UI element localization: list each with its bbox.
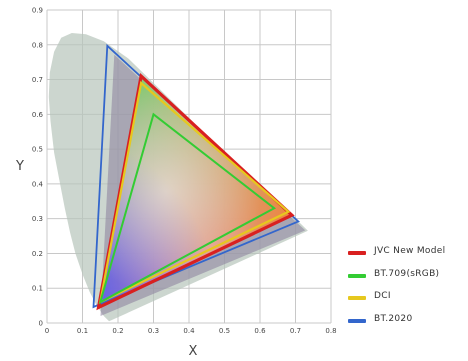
legend-label: BT.709(sRGB) xyxy=(374,268,440,279)
x-tick-label: 0.6 xyxy=(254,327,266,335)
x-tick-label: 0.8 xyxy=(325,327,336,335)
x-tick-label: 0.3 xyxy=(148,327,159,335)
y-tick-label: 0.3 xyxy=(32,215,43,223)
legend-item-bt2020: BT.2020 xyxy=(348,313,466,336)
legend-item-bt709: BT.709(sRGB) xyxy=(348,268,466,291)
y-tick-label: 0.8 xyxy=(32,41,43,49)
legend-label: JVC New Model xyxy=(374,246,446,256)
y-tick-label: 0.7 xyxy=(32,76,43,84)
legend-swatch xyxy=(348,273,366,278)
x-tick-label: 0.2 xyxy=(112,327,123,335)
x-axis-label: X xyxy=(189,344,198,359)
y-tick-label: 0.1 xyxy=(32,285,43,293)
x-ticks: 0 0.1 0.2 0.3 0.4 0.5 0.6 0.7 0.8 xyxy=(45,327,337,335)
legend-swatch xyxy=(348,251,366,255)
legend-item-dci: DCI xyxy=(348,290,466,313)
y-tick-label: 0.6 xyxy=(32,111,44,119)
gamut-dci xyxy=(98,80,291,305)
gamut-triangles xyxy=(92,43,300,311)
y-tick-label: 0.4 xyxy=(32,180,44,188)
x-tick-label: 0.4 xyxy=(183,327,195,335)
legend-swatch xyxy=(348,318,366,323)
legend-swatch xyxy=(348,296,366,300)
gamut-bt-709-srgb- xyxy=(98,112,277,305)
x-tick-label: 0 xyxy=(45,327,49,335)
y-tick-label: 0.2 xyxy=(32,250,43,258)
legend-label: BT.2020 xyxy=(374,313,413,324)
legend: JVC New Model BT.709(sRGB) DCI BT.2020 xyxy=(348,245,466,335)
x-tick-label: 0.1 xyxy=(77,327,88,335)
y-tick-label: 0 xyxy=(39,320,43,328)
legend-label: DCI xyxy=(374,291,391,301)
x-tick-label: 0.5 xyxy=(219,327,230,335)
y-tick-label: 0.9 xyxy=(32,7,43,15)
y-tick-label: 0.5 xyxy=(32,146,43,154)
y-axis-label: Y xyxy=(15,159,24,174)
legend-item-jvc: JVC New Model xyxy=(348,245,466,268)
x-tick-label: 0.7 xyxy=(290,327,301,335)
y-ticks: 0 0.1 0.2 0.3 0.4 0.5 0.6 0.7 0.8 0.9 xyxy=(32,7,44,328)
